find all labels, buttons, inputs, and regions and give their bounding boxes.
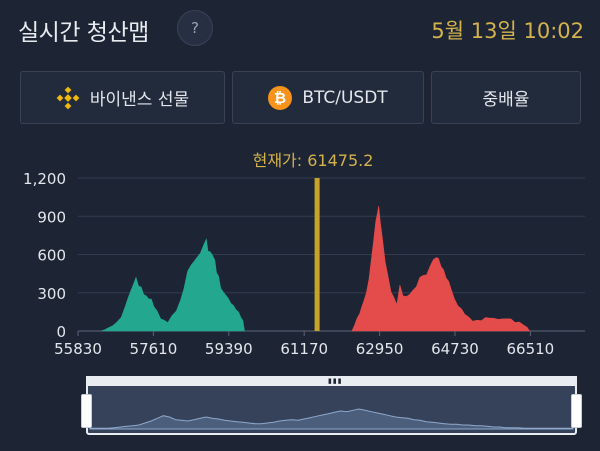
x-tick-label: 55830 xyxy=(54,340,102,358)
filter-controls: 바이낸스 선물 ₿ BTC/USDT 중배율 xyxy=(20,71,581,124)
navigator-overview-area xyxy=(89,408,574,430)
short-liquidation-area xyxy=(351,205,531,332)
binance-logo-icon xyxy=(56,86,80,110)
y-tick-label: 600 xyxy=(37,247,66,265)
pair-selector[interactable]: ₿ BTC/USDT xyxy=(232,71,424,124)
x-tick-label: 61170 xyxy=(280,340,328,358)
range-navigator[interactable]: ▮▮▮ xyxy=(81,376,582,435)
y-axis-ticks: 0 300 600 900 1,200 xyxy=(23,170,66,341)
datetime-label: 5월 13일 10:02 xyxy=(431,19,584,43)
x-tick-label: 64730 xyxy=(431,340,479,358)
current-price-label: 현재가: 61475.2 xyxy=(252,151,374,170)
navigator-scrollbar[interactable]: ▮▮▮ xyxy=(86,376,577,386)
navigator-left-handle[interactable] xyxy=(81,394,92,428)
x-axis-ticks: 55830 57610 59390 61170 62950 64730 66510 xyxy=(54,331,554,358)
long-liquidation-area xyxy=(100,238,245,332)
y-tick-label: 1,200 xyxy=(23,170,66,188)
leverage-selector[interactable]: 중배율 xyxy=(431,71,581,124)
chart-series xyxy=(100,205,531,332)
drag-grip-icon: ▮▮▮ xyxy=(328,377,343,385)
help-icon: ? xyxy=(191,19,199,37)
header: 실시간 청산맵 ? 5월 13일 10:02 xyxy=(0,0,600,60)
current-price-line xyxy=(314,178,320,331)
exchange-selector[interactable]: 바이낸스 선물 xyxy=(20,71,225,124)
y-tick-label: 0 xyxy=(56,323,66,341)
liquidation-chart: 0 300 600 900 1,200 55830 57610 59390 61170 6295… xyxy=(23,170,585,358)
exchange-label: 바이낸스 선물 xyxy=(89,90,190,110)
navigator-right-handle[interactable] xyxy=(571,394,582,428)
help-button[interactable]: ? xyxy=(177,10,213,46)
y-tick-label: 300 xyxy=(37,285,66,303)
x-tick-label: 59390 xyxy=(205,340,253,358)
navigator-preview xyxy=(89,408,574,430)
y-tick-label: 900 xyxy=(37,208,66,226)
pair-label: BTC/USDT xyxy=(302,87,388,108)
svg-text:₿: ₿ xyxy=(274,89,286,107)
bitcoin-icon: ₿ xyxy=(268,85,293,110)
x-tick-label: 57610 xyxy=(130,340,178,358)
x-tick-label: 62950 xyxy=(356,340,404,358)
x-tick-label: 66510 xyxy=(507,340,555,358)
chart-grid xyxy=(78,177,585,332)
price-line-group xyxy=(314,178,320,331)
leverage-label: 중배율 xyxy=(482,90,530,110)
page-title: 실시간 청산맵 xyxy=(18,20,149,46)
